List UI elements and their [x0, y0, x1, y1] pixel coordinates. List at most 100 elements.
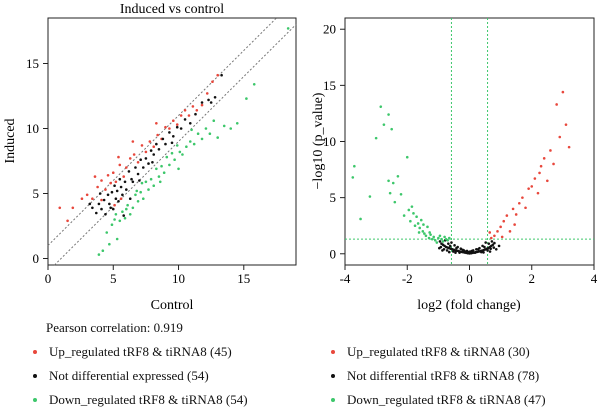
data-point — [140, 181, 144, 185]
data-point — [66, 219, 69, 223]
left-x-label: Control — [151, 298, 194, 313]
data-point — [100, 207, 103, 211]
data-point — [518, 201, 521, 205]
data-point — [492, 246, 496, 249]
data-point — [177, 167, 180, 171]
data-point — [80, 197, 84, 200]
data-point — [368, 195, 372, 198]
data-point — [448, 244, 452, 248]
data-point — [157, 175, 161, 178]
x-tick-label: 2 — [529, 271, 536, 286]
data-point — [91, 197, 94, 200]
data-point — [122, 175, 126, 178]
data-point — [438, 234, 442, 238]
data-point — [379, 105, 383, 108]
data-point — [500, 235, 504, 239]
data-point — [441, 249, 444, 252]
x-tick-label: 15 — [237, 271, 250, 286]
data-point — [126, 203, 129, 207]
data-point — [433, 239, 437, 242]
data-point — [567, 145, 571, 149]
data-point — [216, 136, 219, 139]
data-point — [179, 127, 183, 130]
data-point — [97, 202, 101, 206]
pearson-correlation: Pearson correlation: 0.919 — [46, 320, 183, 335]
data-point — [175, 123, 179, 126]
data-point — [438, 240, 442, 243]
data-point — [418, 226, 422, 230]
data-point — [172, 135, 175, 138]
data-point — [117, 200, 120, 203]
data-point — [407, 208, 411, 212]
reference-line — [54, 24, 297, 266]
data-point — [136, 200, 140, 203]
data-point — [114, 180, 118, 184]
data-point — [429, 233, 432, 236]
data-point — [447, 242, 450, 245]
x-tick-label: 5 — [110, 271, 117, 286]
data-point — [511, 207, 515, 211]
data-point — [106, 193, 110, 197]
data-point — [447, 236, 451, 240]
data-point — [446, 239, 450, 242]
data-point — [200, 137, 204, 141]
data-point — [155, 142, 158, 146]
data-point — [188, 140, 192, 143]
data-point — [175, 125, 179, 129]
data-point — [496, 230, 499, 233]
legend-dot-not-differential — [331, 374, 335, 378]
data-point — [458, 251, 461, 254]
data-point — [513, 223, 516, 226]
legend-item-not-differential: Not differential expressed (54) — [33, 364, 248, 388]
legend-item-up: Up_regulated tRF8 & tiRNA8 (30) — [331, 340, 546, 364]
data-point — [391, 181, 395, 185]
reference-line — [47, 17, 277, 246]
data-point — [125, 188, 128, 191]
data-point — [421, 230, 425, 233]
data-point — [121, 210, 124, 213]
data-point — [235, 122, 239, 125]
data-point — [413, 224, 417, 228]
data-point — [494, 247, 498, 251]
data-point — [211, 80, 214, 83]
data-point — [113, 218, 116, 221]
data-point — [245, 97, 248, 100]
data-point — [558, 135, 562, 139]
data-point — [144, 150, 148, 154]
data-point — [108, 242, 111, 246]
data-point — [205, 92, 209, 95]
data-point — [491, 243, 495, 247]
data-point — [396, 175, 400, 178]
data-point — [91, 206, 94, 210]
data-point — [423, 232, 426, 235]
data-point — [135, 189, 139, 193]
left-y-label: Induced — [3, 118, 18, 163]
data-point — [194, 112, 197, 116]
x-tick-label: 0 — [466, 271, 473, 286]
data-point — [478, 246, 481, 250]
data-point — [445, 249, 449, 252]
data-point — [438, 246, 441, 250]
data-point — [387, 179, 390, 183]
data-point — [94, 211, 98, 215]
data-point — [110, 190, 114, 194]
data-point — [160, 164, 163, 168]
data-point — [125, 166, 128, 169]
data-point — [156, 133, 159, 137]
data-point — [121, 193, 124, 197]
data-point — [170, 151, 174, 155]
data-point — [424, 234, 428, 238]
data-point — [195, 109, 199, 112]
data-point — [152, 153, 156, 156]
data-point — [229, 127, 233, 130]
data-point — [139, 190, 142, 194]
data-point — [213, 96, 217, 99]
data-point — [134, 166, 137, 169]
data-point — [123, 180, 127, 184]
data-point — [412, 212, 415, 215]
data-point — [136, 161, 140, 164]
data-point — [115, 189, 119, 193]
data-point — [488, 250, 492, 253]
right-y-label: −log10 (p_value) — [311, 92, 326, 189]
data-point — [390, 127, 393, 131]
